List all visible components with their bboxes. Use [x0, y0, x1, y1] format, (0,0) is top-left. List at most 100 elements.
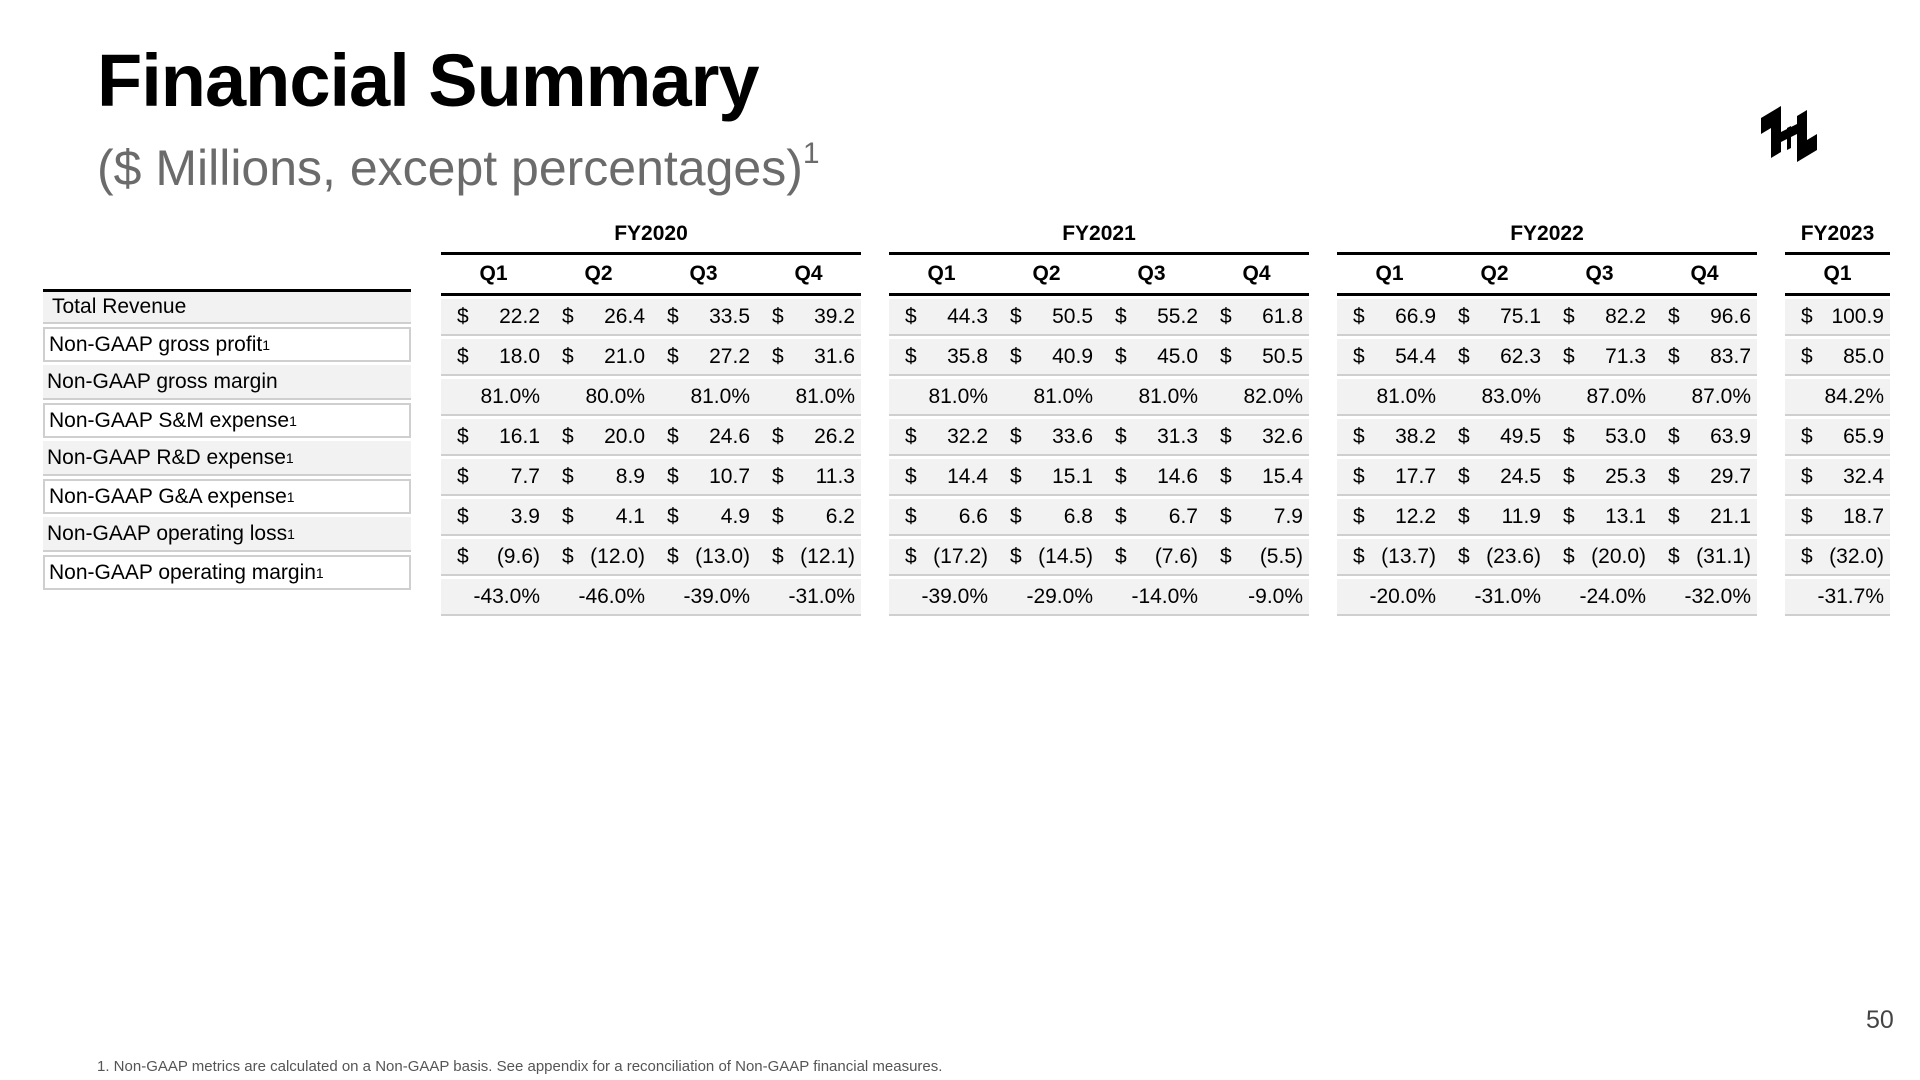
row-label-5: Non-GAAP R&D expense 1: [43, 441, 411, 476]
cell-value: 7.9: [1273, 504, 1303, 528]
cell-value: -9.0%: [1248, 584, 1303, 608]
cell-value: 4.9: [720, 504, 750, 528]
currency-symbol: $: [772, 504, 784, 528]
table-row: $3.9 $4.1 $4.9 $6.2: [441, 499, 861, 536]
currency-symbol: $: [772, 304, 784, 328]
quarter-header-row: Q1 Q2 Q3 Q4: [441, 255, 861, 296]
year-block-fy2023: FY2023 Q1 $100.9 $85.0 84.2% $65.9 $32.4 $18.7 $…: [1785, 216, 1890, 616]
cell-value: 84.2%: [1824, 384, 1884, 408]
cell-value: 8.9: [615, 464, 645, 488]
currency-symbol: $: [772, 464, 784, 488]
currency-symbol: $: [562, 424, 574, 448]
quarter-header-row: Q1 Q2 Q3 Q4: [889, 255, 1309, 296]
cell-value: (13.0): [695, 544, 750, 568]
currency-symbol: $: [905, 504, 917, 528]
currency-symbol: $: [1220, 464, 1232, 488]
subtitle-footnote-marker: 1: [802, 137, 820, 170]
table-cell: $10.7: [651, 459, 756, 494]
table-cell: $85.0: [1785, 339, 1890, 374]
table-row: $17.7 $24.5 $25.3 $29.7: [1337, 459, 1757, 496]
table-cell: $75.1: [1442, 299, 1547, 334]
cell-value: 18.0: [499, 344, 540, 368]
table-row: $32.2 $33.6 $31.3 $32.6: [889, 419, 1309, 456]
cell-value: 3.9: [510, 504, 540, 528]
table-row: $6.6 $6.8 $6.7 $7.9: [889, 499, 1309, 536]
year-block-fy2021: FY2021 Q1 Q2 Q3 Q4 $44.3 $50.5 $55.2 $61.8 $35.8 $…: [889, 216, 1309, 616]
cell-value: (23.6): [1486, 544, 1541, 568]
cell-value: 29.7: [1710, 464, 1751, 488]
table-row: $22.2 $26.4 $33.5 $39.2: [441, 299, 861, 336]
currency-symbol: $: [905, 424, 917, 448]
currency-symbol: $: [667, 424, 679, 448]
currency-symbol: $: [1458, 424, 1470, 448]
row-label-text: Non-GAAP operating loss: [47, 521, 288, 545]
table-cell: 81.0%: [651, 379, 756, 414]
cell-value: (14.5): [1038, 544, 1093, 568]
cell-value: 85.0: [1843, 344, 1884, 368]
table-cell: $27.2: [651, 339, 756, 374]
cell-value: 6.2: [825, 504, 855, 528]
cell-value: 20.0: [604, 424, 645, 448]
table-cell: $83.7: [1652, 339, 1757, 374]
table-cell: -39.0%: [651, 579, 756, 614]
table-cell: $26.4: [546, 299, 651, 334]
currency-symbol: $: [1010, 464, 1022, 488]
cell-value: 14.4: [947, 464, 988, 488]
table-cell: $14.4: [889, 459, 994, 494]
currency-symbol: $: [1668, 464, 1680, 488]
table-cell: $24.5: [1442, 459, 1547, 494]
currency-symbol: $: [1668, 544, 1680, 568]
cell-value: 81.0%: [1138, 384, 1198, 408]
currency-symbol: $: [457, 344, 469, 368]
currency-symbol: $: [772, 544, 784, 568]
currency-symbol: $: [1010, 344, 1022, 368]
table-cell: $100.9: [1785, 299, 1890, 334]
currency-symbol: $: [1353, 544, 1365, 568]
table-row: $32.4: [1785, 459, 1890, 496]
table-cell: -14.0%: [1099, 579, 1204, 614]
currency-symbol: $: [1115, 424, 1127, 448]
quarter-header-row: Q1 Q2 Q3 Q4: [1337, 255, 1757, 296]
table-cell: $61.8: [1204, 299, 1309, 334]
currency-symbol: $: [1010, 504, 1022, 528]
table-cell: $ (12.1): [756, 539, 861, 574]
metric-labels: Total Revenue Non-GAAP gross profit 1 Non-G…: [43, 289, 411, 590]
cell-value: 49.5: [1500, 424, 1541, 448]
table-cell: $6.8: [994, 499, 1099, 534]
table-cell: $6.7: [1099, 499, 1204, 534]
currency-symbol: $: [1563, 544, 1575, 568]
currency-symbol: $: [1668, 504, 1680, 528]
cell-value: 31.6: [814, 344, 855, 368]
table-cell: $6.6: [889, 499, 994, 534]
currency-symbol: $: [667, 304, 679, 328]
table-cell: $55.2: [1099, 299, 1204, 334]
table-cell: $32.4: [1785, 459, 1890, 494]
year-block-fy2022: FY2022 Q1 Q2 Q3 Q4 $66.9 $75.1 $82.2 $96.6 $54.4 $…: [1337, 216, 1757, 616]
table-cell: $62.3: [1442, 339, 1547, 374]
currency-symbol: $: [667, 344, 679, 368]
cell-value: 6.7: [1168, 504, 1198, 528]
currency-symbol: $: [1801, 344, 1813, 368]
quarter-header: Q3: [1585, 262, 1614, 285]
table-cell: $54.4: [1337, 339, 1442, 374]
table-cell: $8.9: [546, 459, 651, 494]
table-cell: $16.1: [441, 419, 546, 454]
table-cell: $20.0: [546, 419, 651, 454]
table-cell: $11.9: [1442, 499, 1547, 534]
currency-symbol: $: [457, 304, 469, 328]
currency-symbol: $: [1220, 424, 1232, 448]
currency-symbol: $: [1801, 424, 1813, 448]
cell-value: 33.5: [709, 304, 750, 328]
year-header: FY2023: [1785, 216, 1890, 255]
table-cell: $31.6: [756, 339, 861, 374]
table-cell: $11.3: [756, 459, 861, 494]
table-cell: 80.0%: [546, 379, 651, 414]
row-label-text: Non-GAAP R&D expense: [47, 445, 286, 469]
currency-symbol: $: [772, 344, 784, 368]
cell-value: 62.3: [1500, 344, 1541, 368]
cell-value: 100.9: [1831, 304, 1884, 328]
cell-value: (12.1): [800, 544, 855, 568]
currency-symbol: $: [1801, 504, 1813, 528]
cell-value: 25.3: [1605, 464, 1646, 488]
